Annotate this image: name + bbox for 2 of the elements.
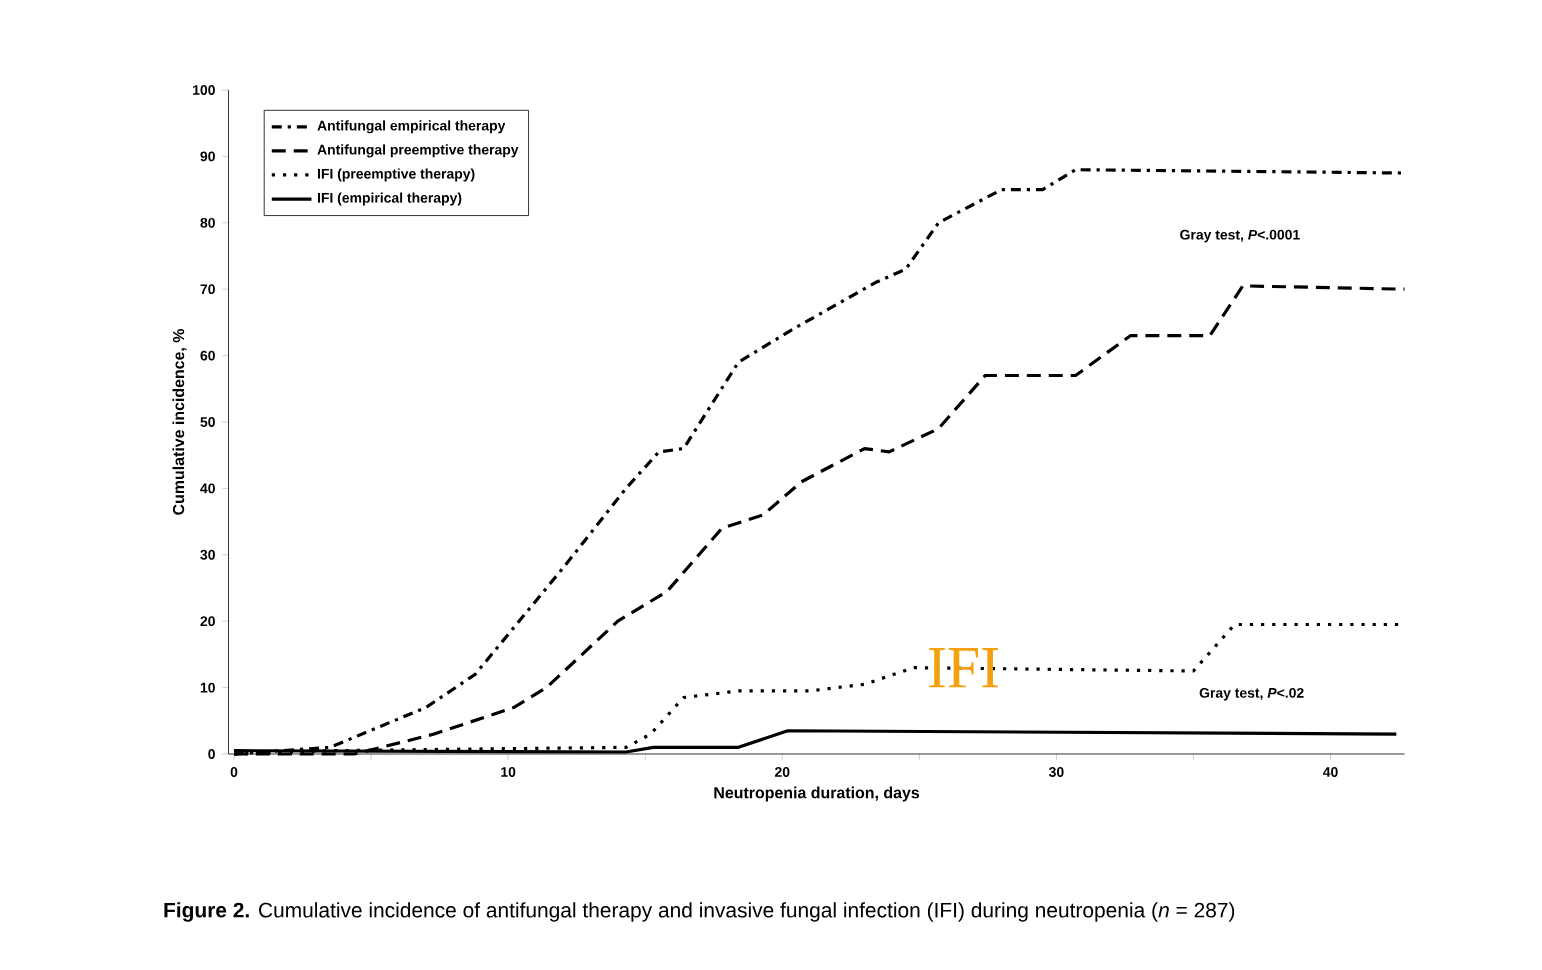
text: Figure 2. Cumulative incidence of antifungal therapy and invasive fungal infection (IFI) during neutropenia (n = 287) [164,902,1235,922]
annotation: IFI [929,648,998,688]
